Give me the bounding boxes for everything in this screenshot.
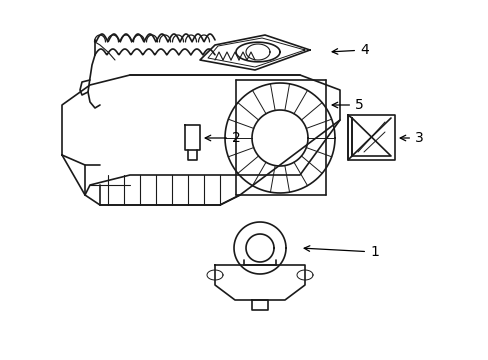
Text: 2: 2 — [205, 131, 240, 145]
Polygon shape — [215, 265, 305, 300]
Polygon shape — [351, 118, 390, 156]
Text: 5: 5 — [331, 98, 363, 112]
Text: 3: 3 — [399, 131, 423, 145]
Polygon shape — [251, 300, 267, 310]
Polygon shape — [347, 115, 394, 160]
Text: 1: 1 — [304, 245, 378, 259]
Polygon shape — [184, 125, 200, 150]
Polygon shape — [62, 75, 339, 205]
Text: 4: 4 — [331, 43, 368, 57]
Polygon shape — [200, 35, 309, 70]
